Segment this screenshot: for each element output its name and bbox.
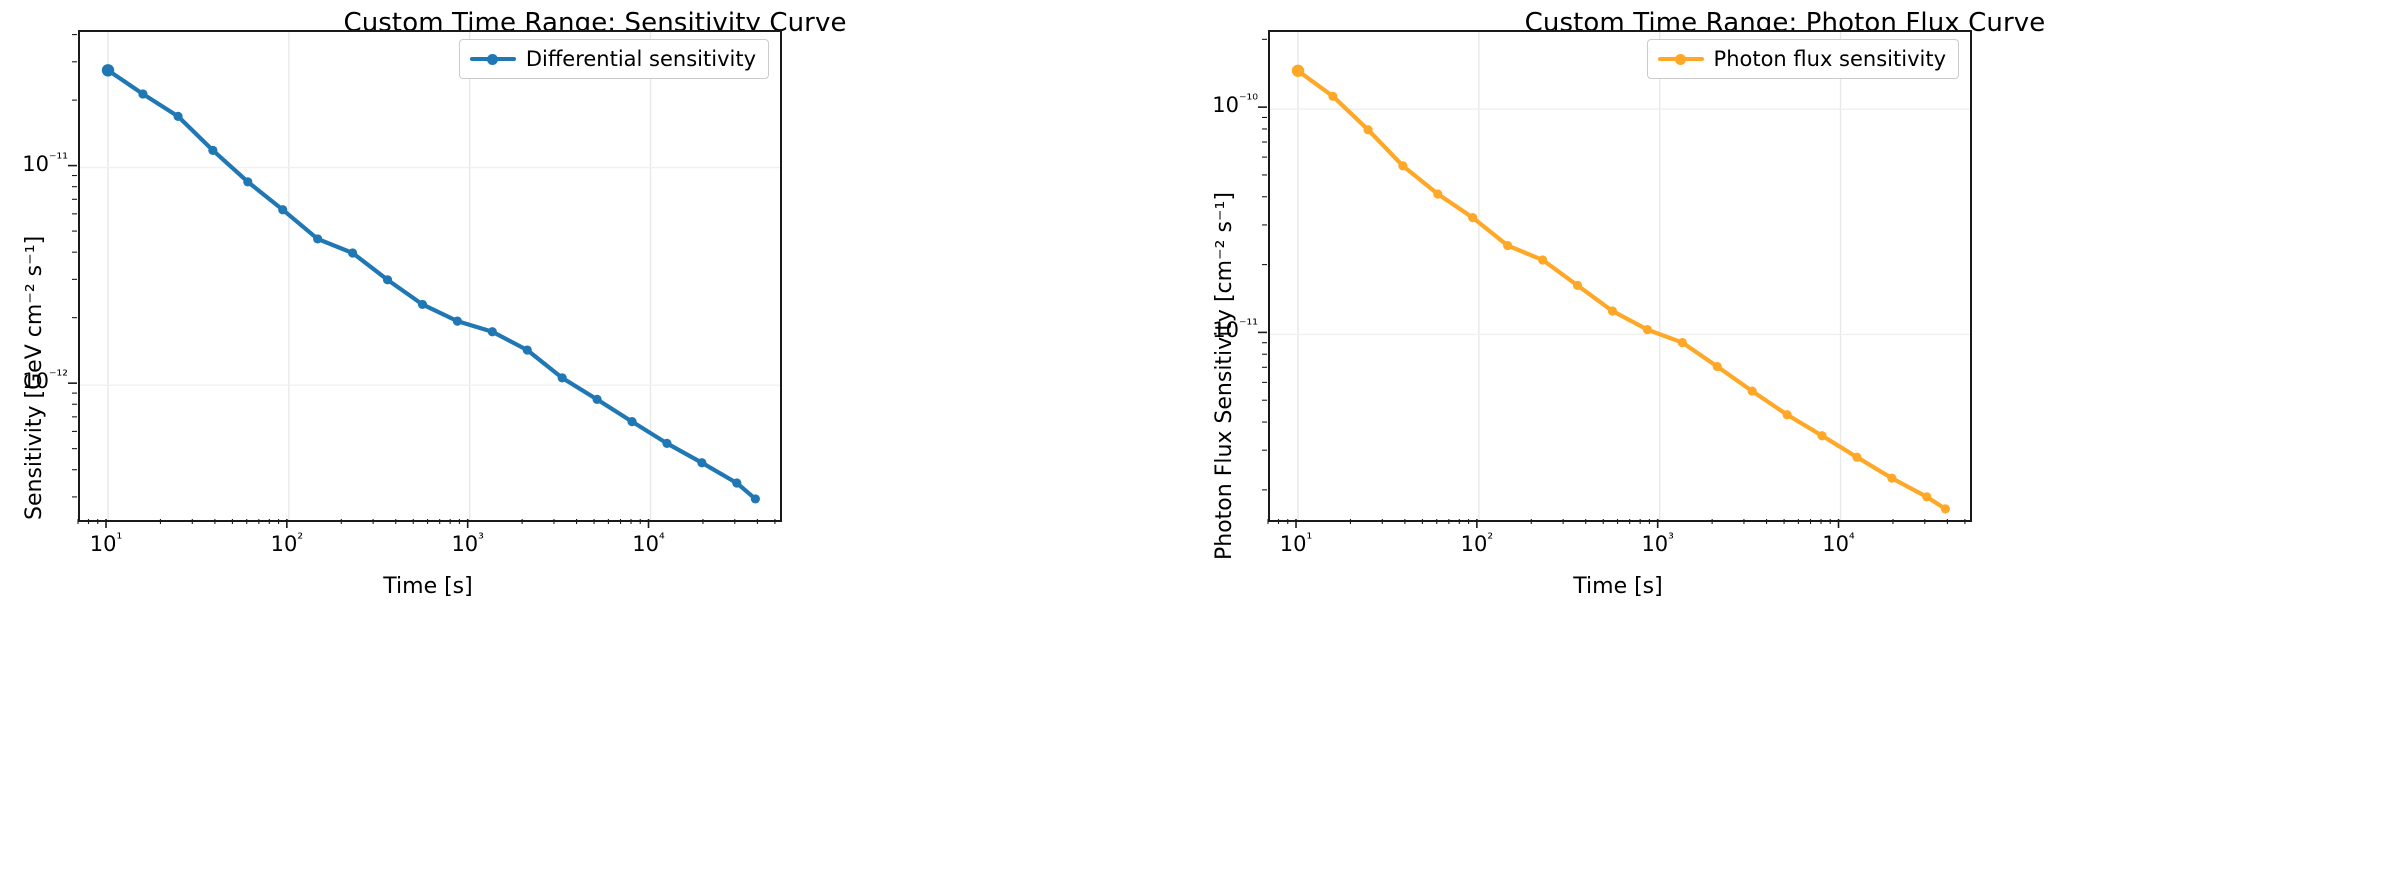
y-tick-label: 10⁻¹¹: [22, 150, 68, 176]
data-point: [101, 64, 115, 77]
data-point: [417, 299, 428, 310]
data-point: [522, 345, 532, 355]
axis-decorations-sensitivity: [68, 34, 776, 528]
data-point: [1887, 473, 1897, 483]
y-axis-label-photon-flux: Photon Flux Sensitivity [cm⁻² s⁻¹]: [1212, 192, 1237, 560]
y-tick-label: 10⁻¹²: [22, 368, 68, 394]
data-point: [1291, 64, 1305, 77]
data-point: [557, 373, 567, 383]
x-tick-label: 10²: [270, 531, 304, 556]
data-point: [627, 417, 637, 427]
data-point: [1677, 337, 1687, 348]
data-point: [1328, 91, 1338, 101]
x-tick-label: 10³: [1641, 531, 1674, 556]
data-point: [313, 234, 323, 244]
x-tick-label: 10¹: [1279, 531, 1313, 556]
data-point: [278, 205, 288, 215]
legend-label: Differential sensitivity: [525, 47, 756, 71]
x-axis-label-sensitivity: Time [s]: [383, 574, 473, 599]
panel-sensitivity: Custom Time Range: Sensitivity Curve Sen…: [0, 0, 1190, 878]
data-point: [243, 177, 253, 187]
data-point: [173, 111, 183, 121]
legend-marker-icon: [487, 53, 499, 65]
x-tick-label: 10²: [1460, 531, 1494, 556]
data-point: [208, 145, 218, 155]
data-point: [1712, 361, 1722, 372]
data-point: [1782, 410, 1792, 420]
data-point: [487, 327, 497, 337]
plot-canvas-sensitivity: [80, 32, 780, 520]
data-point: [1817, 431, 1827, 441]
legend-line-sample-icon: [1657, 51, 1704, 67]
legend-label: Photon flux sensitivity: [1713, 47, 1946, 71]
x-tick-label: 10⁴: [632, 531, 665, 556]
data-point: [1538, 255, 1548, 265]
x-tick-label: 10¹: [89, 531, 123, 556]
data-point: [1642, 325, 1652, 335]
data-point: [138, 89, 148, 99]
data-point: [732, 478, 742, 488]
legend-line-sample-icon: [469, 51, 516, 67]
legend-photon-flux[interactable]: Photon flux sensitivity: [1646, 39, 1959, 79]
data-point: [382, 275, 393, 285]
plot-area-photon-flux: [1268, 30, 1972, 522]
data-point: [1572, 280, 1583, 291]
x-axis-label-photon-flux: Time [s]: [1573, 574, 1663, 599]
data-point: [1922, 492, 1932, 502]
plot-canvas-photon-flux: [1270, 32, 1970, 520]
legend-sensitivity[interactable]: Differential sensitivity: [458, 39, 769, 79]
panel-photon-flux: Custom Time Range: Photon Flux Curve Pho…: [1190, 0, 2380, 878]
y-tick-label: 10⁻¹⁰: [1212, 92, 1258, 118]
data-point: [662, 438, 672, 448]
data-point: [1607, 306, 1618, 316]
data-point: [750, 494, 760, 504]
data-point: [1433, 189, 1443, 199]
data-point: [592, 394, 602, 405]
x-tick-label: 10⁴: [1822, 531, 1855, 556]
data-point: [697, 458, 707, 468]
data-point: [1852, 452, 1862, 462]
legend-marker-icon: [1675, 53, 1687, 65]
data-point: [1468, 213, 1478, 223]
data-point: [1503, 240, 1513, 251]
data-point: [1363, 125, 1373, 135]
plot-area-sensitivity: [78, 30, 782, 522]
axis-decorations-photon-flux: [1258, 38, 1966, 528]
data-point: [1747, 386, 1757, 396]
y-tick-label: 10⁻¹¹: [1212, 317, 1258, 343]
x-tick-label: 10³: [451, 531, 484, 556]
data-point: [452, 316, 462, 326]
data-point: [348, 248, 358, 258]
data-point: [1940, 504, 1950, 514]
data-point: [1398, 161, 1408, 171]
